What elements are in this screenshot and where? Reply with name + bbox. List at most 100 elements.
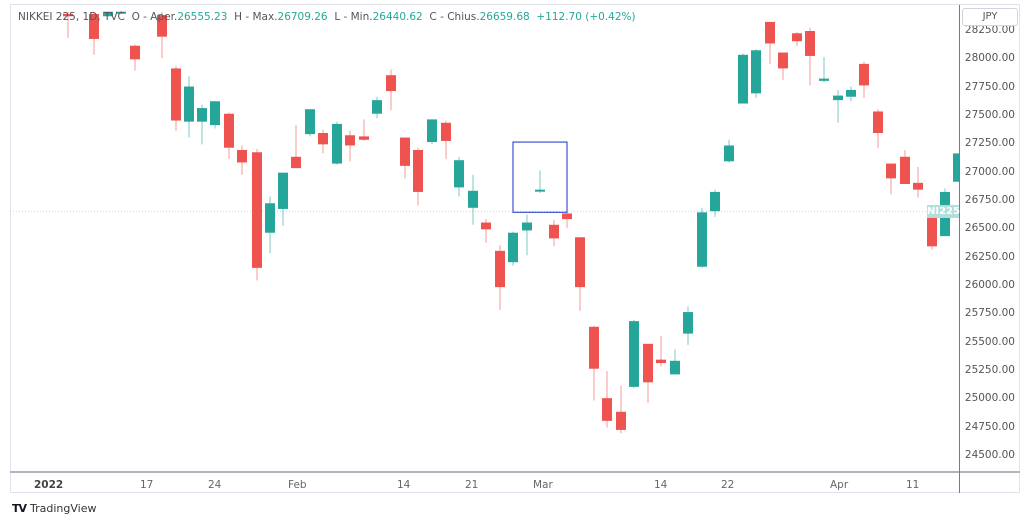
candle[interactable] — [481, 219, 491, 243]
time-tick-label: 11 — [906, 479, 920, 491]
candle[interactable] — [710, 189, 720, 217]
time-tick-label: Mar — [533, 479, 553, 491]
candle[interactable] — [197, 104, 207, 145]
low-value: 26440.62 — [372, 11, 423, 23]
currency-button[interactable]: JPY — [962, 8, 1018, 26]
candle[interactable] — [508, 231, 518, 266]
price-tick-label: 27000.00 — [964, 165, 1015, 178]
candle[interactable] — [886, 163, 896, 195]
candle[interactable] — [103, 11, 113, 17]
candle[interactable] — [602, 370, 612, 428]
candle[interactable] — [278, 172, 288, 226]
candle[interactable] — [224, 112, 234, 160]
time-tick-label: Apr — [830, 479, 849, 491]
price-tick-label: 27250.00 — [964, 137, 1015, 150]
candle[interactable] — [305, 109, 315, 137]
close-label: C - Chius. — [429, 11, 480, 23]
candle[interactable] — [873, 109, 883, 148]
candle[interactable] — [184, 76, 194, 138]
candle[interactable] — [441, 120, 451, 160]
candle[interactable] — [332, 121, 342, 165]
candle[interactable] — [616, 385, 626, 434]
time-tick-label: 14 — [397, 479, 411, 491]
price-tick-label: 26500.00 — [964, 222, 1015, 235]
candle[interactable] — [805, 27, 815, 86]
brand-label: TradingView — [30, 502, 97, 515]
candle[interactable] — [427, 119, 437, 145]
tradingview-footer[interactable]: TV TradingView — [12, 502, 97, 515]
candle[interactable] — [63, 11, 73, 38]
candle[interactable] — [670, 349, 680, 375]
price-tick-label: 25000.00 — [964, 392, 1015, 405]
candle[interactable] — [265, 196, 275, 254]
candle[interactable] — [171, 66, 181, 131]
candle[interactable] — [913, 166, 923, 198]
price-axis[interactable]: 28250.00 28000.00 27750.00 27500.00 27250.00… — [959, 5, 1021, 471]
candle[interactable] — [859, 61, 869, 98]
candle[interactable] — [210, 101, 220, 129]
candle[interactable] — [953, 153, 959, 182]
candle[interactable] — [819, 57, 829, 82]
candle[interactable] — [522, 214, 532, 256]
candle[interactable] — [372, 96, 382, 119]
candle[interactable] — [454, 156, 464, 197]
candle[interactable] — [846, 86, 856, 102]
candle[interactable] — [291, 125, 301, 169]
time-tick-label: Feb — [288, 479, 307, 491]
candle[interactable] — [345, 130, 355, 162]
price-tick-label: 26000.00 — [964, 278, 1015, 291]
candle[interactable] — [575, 237, 585, 311]
candle[interactable] — [927, 214, 937, 250]
candle[interactable] — [116, 10, 126, 15]
axis-corner-divider — [959, 471, 960, 493]
candle[interactable] — [751, 49, 761, 98]
candle[interactable] — [535, 170, 545, 194]
ohlc-legend: NIKKEI 225, 1D, TVC O - Aper.26555.23 H … — [18, 11, 636, 23]
candlestick-chart[interactable] — [10, 5, 959, 471]
price-tick-label: 28250.00 — [964, 24, 1015, 36]
candle[interactable] — [89, 11, 99, 55]
price-tick-label: 24500.00 — [964, 448, 1015, 461]
candle[interactable] — [130, 44, 140, 71]
price-tick-label: 25250.00 — [964, 363, 1015, 376]
candle[interactable] — [318, 129, 328, 154]
candle[interactable] — [697, 207, 707, 268]
selection-rectangle[interactable] — [512, 141, 568, 213]
candle[interactable] — [413, 147, 423, 206]
candle[interactable] — [629, 319, 639, 388]
candle[interactable] — [724, 139, 734, 163]
candle[interactable] — [656, 335, 666, 367]
candle[interactable] — [792, 32, 802, 46]
candle[interactable] — [495, 245, 505, 310]
candle[interactable] — [765, 21, 775, 64]
candle[interactable] — [157, 11, 167, 59]
open-label: O - Aper. — [131, 11, 178, 23]
candle[interactable] — [386, 69, 396, 111]
time-tick-label: 22 — [721, 479, 735, 491]
candle[interactable] — [643, 343, 653, 403]
time-axis[interactable]: 2022 17 24 Feb 14 21 Mar 14 22 Apr 11 — [10, 471, 1020, 495]
symbol-price-badge: NI225 — [927, 205, 960, 218]
high-value: 26709.26 — [277, 11, 328, 23]
candle[interactable] — [549, 220, 559, 247]
candle[interactable] — [589, 325, 599, 401]
candle[interactable] — [359, 119, 369, 141]
candle[interactable] — [252, 148, 262, 281]
candle[interactable] — [738, 53, 748, 104]
symbol-label[interactable]: NIKKEI 225, 1D, TVC — [18, 11, 125, 23]
change-value: +112.70 (+0.42%) — [536, 11, 636, 23]
candle[interactable] — [900, 149, 910, 184]
chart-plot-area[interactable] — [10, 5, 959, 471]
candle[interactable] — [833, 89, 843, 123]
candle[interactable] — [400, 137, 410, 179]
price-tick-label: 27500.00 — [964, 108, 1015, 121]
time-tick-label: 24 — [208, 479, 222, 491]
price-tick-label: 26750.00 — [964, 193, 1015, 206]
price-tick-label: 28000.00 — [964, 52, 1015, 65]
candle[interactable] — [468, 174, 478, 225]
candle[interactable] — [778, 52, 788, 80]
candle[interactable] — [237, 145, 247, 175]
time-tick-label: 2022 — [34, 479, 64, 491]
candle[interactable] — [683, 306, 693, 345]
candle[interactable] — [562, 210, 572, 229]
